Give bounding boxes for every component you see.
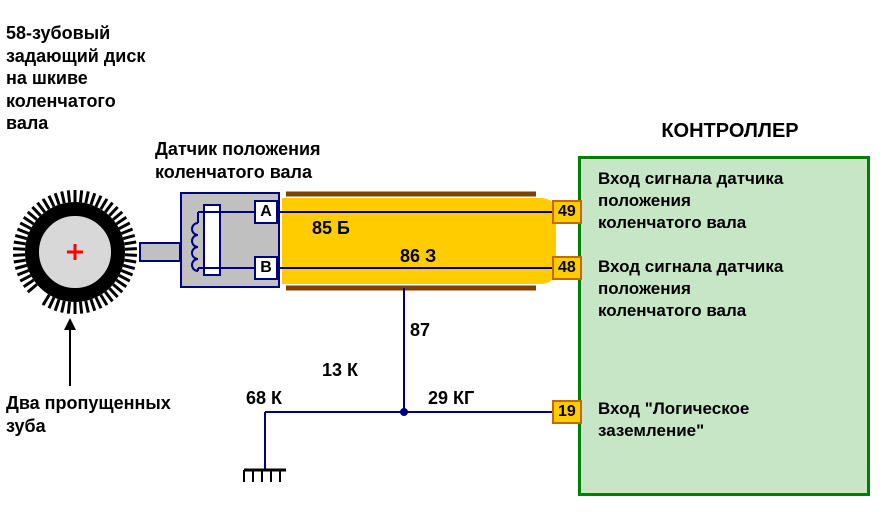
reluctor-wheel [13,190,137,314]
shield-drain [265,288,576,470]
sensor-title: Датчик положения коленчатого вала [155,138,321,183]
wire-label-68: 68 К [246,388,282,409]
input-text-48: Вход сигнала датчика положения коленчато… [598,256,783,322]
input-text-19: Вход "Логическое заземление" [598,398,749,442]
ground-symbol [244,470,286,482]
terminal-b: B [254,256,278,280]
terminal-a: A [254,200,278,224]
wire-label-29: 29 КГ [428,388,474,409]
wire-label-86: 86 З [400,246,436,267]
pin-48: 48 [552,256,582,280]
wire-label-87: 87 [410,320,430,341]
pin-49: 49 [552,200,582,224]
shielded-cable [282,194,556,288]
input-text-49: Вход сигнала датчика положения коленчато… [598,168,783,234]
wire-label-13: 13 К [322,360,358,381]
pin-19: 19 [552,400,582,424]
wire-label-85: 85 Б [312,218,350,239]
missing-teeth-label: Два пропущенных зуба [6,392,171,437]
wheel-description: 58-зубовый задающий диск на шкиве коленч… [6,22,145,135]
controller-title: КОНТРОЛЛЕР [600,120,860,143]
